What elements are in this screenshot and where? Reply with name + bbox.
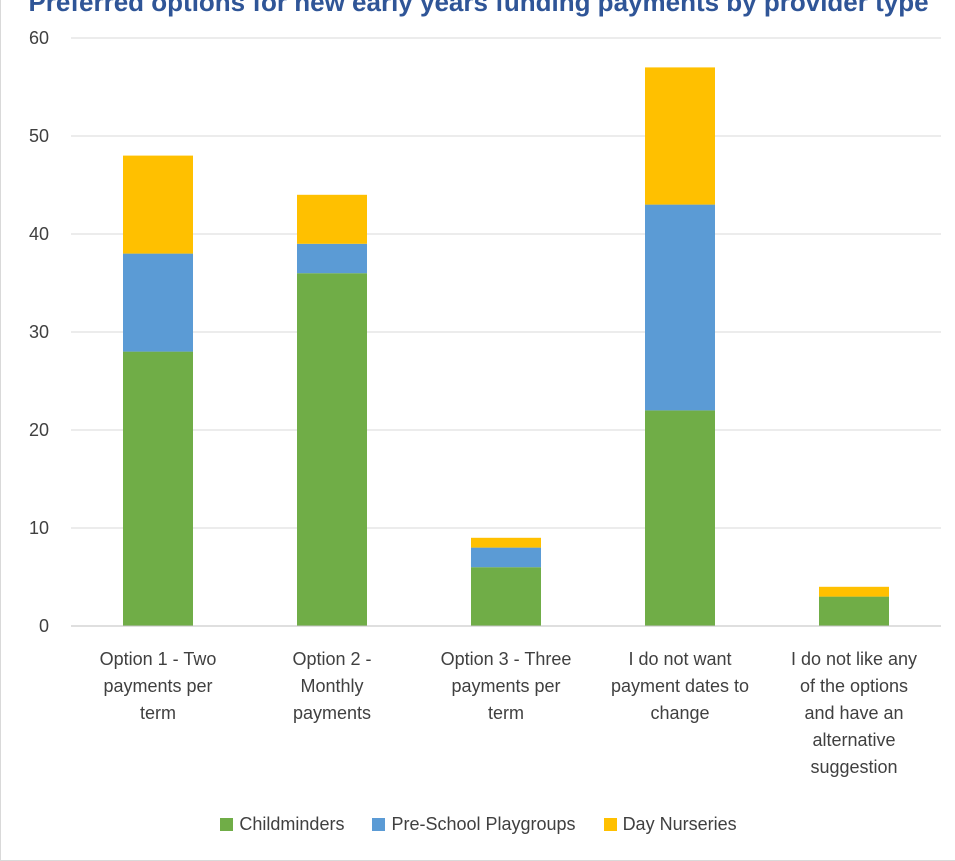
y-tick-label: 40	[29, 224, 49, 244]
y-tick-label: 60	[29, 28, 49, 48]
x-tick-label: Option 2 -Monthly payments	[292, 649, 371, 723]
x-axis-labels: Option 1 - Two payments per term Option 2 -…	[100, 649, 917, 777]
bar-segment-pre-school-playgroups-3	[645, 204, 715, 411]
bar-segment-day-nurseries-2	[471, 537, 541, 548]
legend-label-pre-school-playgroups: Pre-School Playgroups	[391, 814, 576, 834]
bar-segment-pre-school-playgroups-1	[297, 243, 367, 274]
chart-title: Preferred options for new early years fu…	[28, 0, 929, 17]
legend-label-day-nurseries: Day Nurseries	[622, 814, 737, 834]
bar-segment-childminders-1	[297, 273, 367, 626]
plot-area: 0 10 20 30 40 50 60 Option 1 - Two payments per…	[29, 28, 941, 777]
y-tick-label: 20	[29, 420, 49, 440]
x-tick-label: Option 1 - Two payments per term	[100, 649, 217, 723]
y-tick-label: 50	[29, 126, 49, 146]
y-tick-label: 10	[29, 518, 49, 538]
bar-segment-childminders-3	[645, 410, 715, 626]
bar-segment-pre-school-playgroups-0	[123, 253, 193, 352]
legend-item-pre-school-playgroups: Pre-School Playgroups	[372, 814, 576, 835]
bar-segment-pre-school-playgroups-2	[471, 547, 541, 568]
legend-swatch-pre-school-playgroups	[372, 818, 386, 831]
legend-swatch-day-nurseries	[603, 818, 617, 831]
y-tick-label: 30	[29, 322, 49, 342]
x-tick-label: Option 3 - Three payments per term	[441, 649, 572, 723]
bar-segment-childminders-2	[471, 567, 541, 626]
legend-label-childminders: Childminders	[239, 814, 345, 834]
legend-item-childminders: Childminders	[220, 814, 344, 835]
bar-segment-day-nurseries-1	[297, 194, 367, 244]
y-tick-label: 0	[39, 616, 49, 636]
bar-segment-childminders-4	[819, 596, 889, 626]
bar-segment-day-nurseries-4	[819, 586, 889, 597]
bar-segment-day-nurseries-3	[645, 67, 715, 205]
legend: Childminders Pre-School Playgroups Day N…	[1, 814, 955, 835]
legend-swatch-childminders	[220, 818, 234, 831]
x-tick-label: I do not like any of the options and have …	[791, 649, 917, 777]
y-axis-ticks: 0 10 20 30 40 50 60	[29, 28, 49, 636]
gridlines	[71, 37, 941, 529]
bar-segment-day-nurseries-0	[123, 155, 193, 254]
legend-item-day-nurseries: Day Nurseries	[603, 814, 737, 835]
bars	[123, 67, 889, 626]
bar-segment-childminders-0	[123, 351, 193, 626]
x-tick-label: I do not want payment dates to change	[611, 649, 749, 723]
